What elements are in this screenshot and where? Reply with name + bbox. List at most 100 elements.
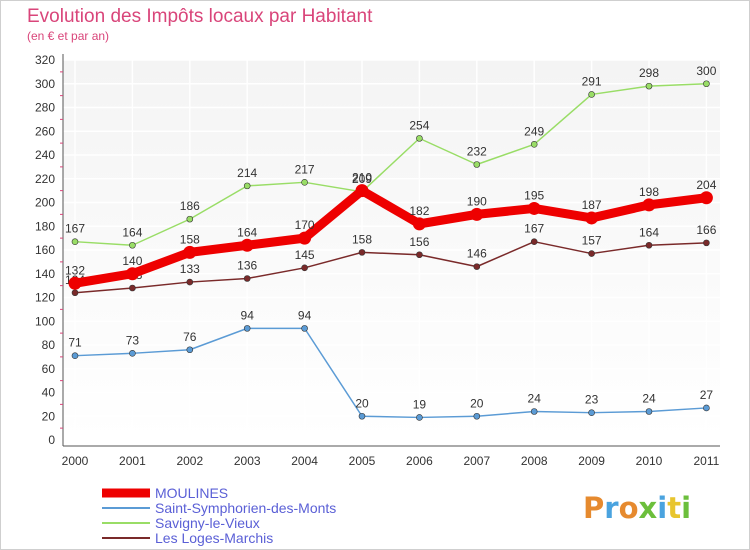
- x-tick-label: 2007: [463, 454, 490, 468]
- x-tick-label: 2006: [406, 454, 433, 468]
- legend-label: Les Loges-Marchis: [155, 530, 273, 546]
- y-tick-label: 220: [35, 172, 55, 186]
- data-label: 145: [295, 248, 315, 262]
- data-point: [530, 238, 538, 245]
- data-label: 24: [528, 392, 542, 406]
- y-tick-label: 0: [48, 433, 55, 447]
- data-point: [588, 250, 595, 257]
- x-tick-label: 2010: [636, 454, 663, 468]
- data-point: [416, 251, 423, 259]
- legend: MOULINESSaint-Symphorien-des-MontsSavign…: [102, 485, 336, 546]
- data-point: [183, 245, 197, 259]
- data-label: 254: [409, 118, 429, 132]
- data-label: 158: [180, 232, 200, 246]
- chart-subtitle: (en € et par an): [27, 29, 109, 43]
- data-point: [301, 179, 308, 186]
- data-label: 20: [470, 396, 484, 410]
- x-tick-label: 2009: [578, 454, 605, 468]
- grid-lines: [63, 59, 720, 441]
- series-line: [74, 240, 708, 294]
- data-label: 249: [524, 124, 544, 138]
- data-point: [699, 191, 713, 205]
- data-label: 214: [237, 166, 257, 180]
- x-tick-label: 2000: [62, 454, 89, 468]
- data-point: [530, 141, 538, 148]
- y-tick-label: 140: [35, 267, 55, 281]
- data-label: 186: [180, 199, 200, 213]
- x-tick-label: 2004: [291, 454, 318, 468]
- data-point: [703, 404, 710, 412]
- data-label: 187: [582, 198, 602, 212]
- data-point: [703, 239, 710, 247]
- data-point: [358, 412, 366, 420]
- data-point: [642, 198, 656, 212]
- data-point: [125, 267, 139, 281]
- data-label: 132: [65, 263, 85, 277]
- data-point: [358, 249, 366, 256]
- x-tick-label: 2008: [521, 454, 548, 468]
- data-label: 167: [65, 222, 85, 236]
- logo-letter: r: [604, 491, 619, 525]
- data-label: 164: [237, 225, 257, 239]
- data-point: [243, 275, 251, 282]
- data-point: [473, 161, 481, 168]
- y-tick-label: 80: [42, 338, 56, 352]
- y-tick-label: 200: [35, 196, 55, 210]
- legend-label: Saint-Symphorien-des-Monts: [155, 500, 336, 516]
- data-point: [68, 276, 82, 290]
- y-tick-label: 300: [35, 77, 55, 91]
- data-point: [129, 350, 136, 357]
- data-point: [585, 211, 599, 225]
- data-label: 94: [241, 308, 255, 322]
- logo-letter: t: [667, 491, 681, 525]
- proxiti-logo: Proxiti: [583, 491, 691, 525]
- series-line: [70, 186, 711, 288]
- x-tick-label: 2001: [119, 454, 146, 468]
- data-point: [645, 408, 653, 415]
- data-label: 156: [409, 235, 429, 249]
- data-label: 140: [122, 254, 142, 268]
- y-tick-label: 260: [35, 124, 55, 138]
- data-label: 157: [582, 234, 602, 248]
- data-point: [703, 80, 710, 88]
- data-label: 170: [295, 218, 315, 232]
- data-label: 19: [413, 397, 427, 411]
- series-moulines: 132 140 158 164 170 210 182 190 195 187 198 204: [65, 171, 717, 290]
- data-point: [240, 238, 254, 252]
- series-savigny-le-vieux: 167 164 186 214 217 209 254 232 249 291 298 300: [65, 64, 717, 249]
- series-saint-symphorien-des-monts: 71 73 76 94 94 20 19 20 24 23 24 27: [68, 308, 714, 421]
- y-tick-label: 240: [35, 148, 55, 162]
- y-tick-label: 60: [42, 362, 56, 376]
- logo-letter: i: [657, 491, 667, 525]
- data-point: [355, 184, 369, 198]
- data-label: 71: [68, 336, 82, 350]
- data-point: [298, 231, 312, 245]
- series-line: [74, 83, 708, 246]
- data-label: 217: [295, 162, 315, 176]
- data-point: [416, 414, 423, 421]
- x-tick-label: 2003: [234, 454, 261, 468]
- x-tick-label: 2005: [349, 454, 376, 468]
- data-label: 166: [696, 223, 716, 237]
- data-point: [129, 241, 136, 249]
- data-label: 300: [696, 64, 716, 78]
- data-point: [243, 325, 251, 332]
- data-point: [473, 263, 481, 270]
- x-tick-label: 2002: [176, 454, 203, 468]
- data-label: 20: [355, 396, 369, 410]
- y-tick-label: 120: [35, 291, 55, 305]
- data-label: 27: [700, 388, 714, 402]
- data-label: 158: [352, 232, 372, 246]
- y-tick-label: 160: [35, 243, 55, 257]
- series-line: [74, 327, 708, 419]
- data-point: [530, 408, 538, 415]
- data-label: 23: [585, 393, 599, 407]
- data-label: 195: [524, 188, 544, 202]
- data-point: [412, 217, 426, 231]
- y-tick-label: 320: [35, 53, 55, 67]
- data-point: [416, 135, 423, 142]
- y-tick-label: 40: [42, 386, 56, 400]
- data-label: 198: [639, 185, 659, 199]
- data-point: [470, 207, 484, 221]
- data-point: [186, 346, 194, 354]
